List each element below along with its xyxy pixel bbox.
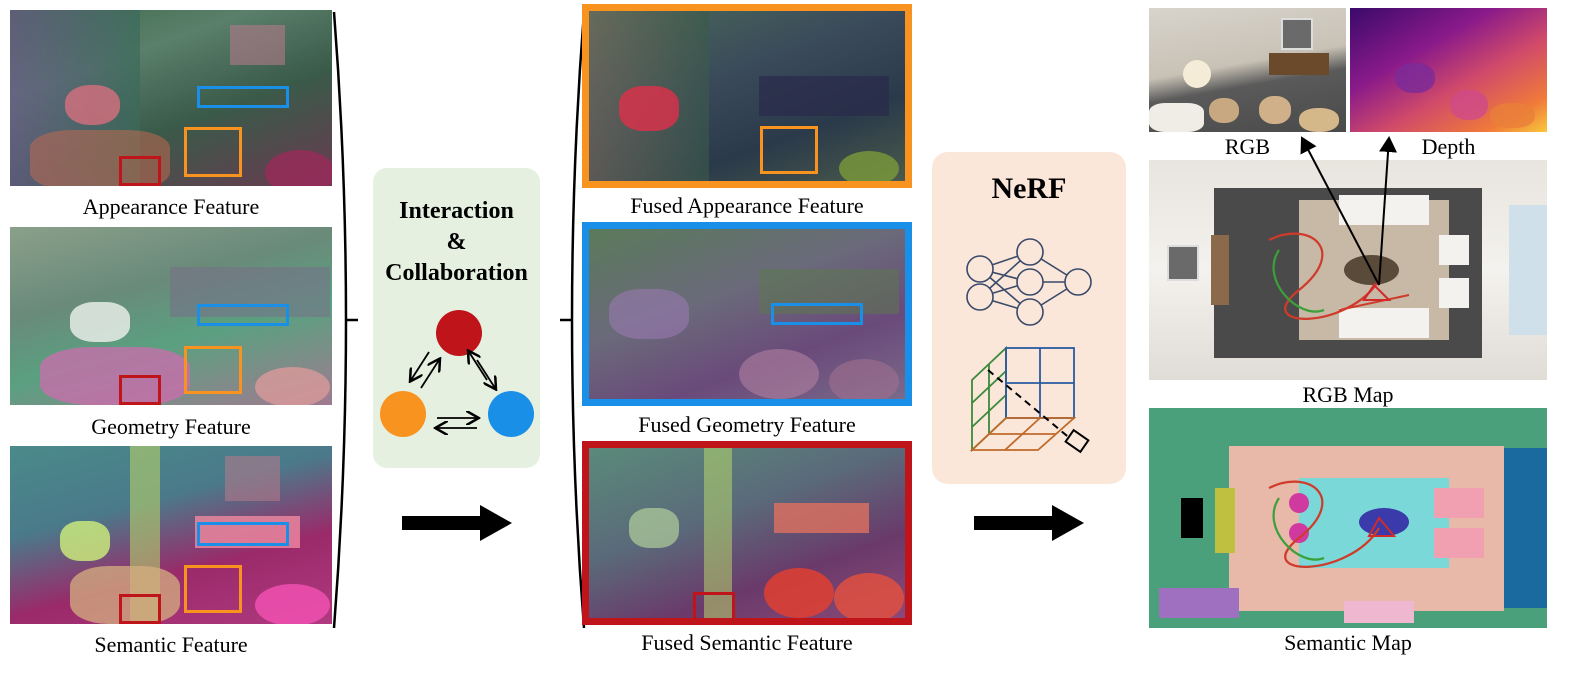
fused-group-bracket: [560, 11, 586, 629]
semantic-node: [436, 310, 482, 356]
geometry-geometry-roi: [197, 304, 289, 326]
depth-render-image: [1350, 8, 1547, 132]
flow-arrow-2: [974, 505, 1084, 541]
render-arrows: [1300, 136, 1398, 286]
semantic-appearance-roi: [184, 565, 242, 613]
interaction-title-line3: Collaboration: [385, 260, 528, 286]
rgb-map-caption: RGB Map: [1302, 382, 1394, 407]
semantic-map-caption: Semantic Map: [1284, 630, 1412, 655]
fused-geometry-roi: [771, 303, 863, 325]
left-group-bracket: [332, 11, 358, 629]
appearance-semantic-roi: [119, 156, 161, 186]
geometry-semantic-roi: [119, 375, 161, 405]
interaction-title-line2: &: [446, 229, 467, 255]
nerf-title: NeRF: [991, 172, 1067, 205]
voxel-grid-icon: [969, 345, 1090, 454]
semantic-map-image: [1149, 408, 1547, 628]
fused-semantic-caption: Fused Semantic Feature: [641, 630, 853, 655]
interaction-graph: [380, 310, 534, 437]
appearance-feature-caption: Appearance Feature: [82, 194, 260, 219]
fused-geometry-frame: [582, 222, 912, 406]
fused-geometry-caption: Fused Geometry Feature: [638, 412, 856, 437]
fused-appearance-roi: [760, 126, 818, 174]
neural-network-icon: [966, 238, 1092, 326]
semantic-semantic-roi: [119, 594, 161, 624]
geometry-appearance-roi: [184, 346, 242, 394]
geometry-node: [488, 391, 534, 437]
rgb-render-image: [1149, 8, 1346, 132]
flow-arrow-1: [402, 505, 512, 541]
depth-caption: Depth: [1421, 134, 1476, 159]
fused-semantic-roi: [693, 592, 735, 622]
appearance-node: [380, 391, 426, 437]
fused-appearance-caption: Fused Appearance Feature: [630, 193, 864, 218]
fused-appearance-frame: [582, 4, 912, 188]
appearance-geometry-roi: [197, 86, 289, 108]
geometry-feature-image: [10, 227, 332, 405]
interaction-title-line1: Interaction: [399, 198, 514, 224]
geometry-feature-caption: Geometry Feature: [91, 414, 251, 439]
appearance-appearance-roi: [184, 127, 242, 177]
rgb-caption: RGB: [1224, 134, 1271, 159]
semantic-geometry-roi: [197, 522, 289, 546]
semantic-feature-caption: Semantic Feature: [94, 632, 248, 657]
rgb-map-image: [1149, 160, 1547, 380]
fused-semantic-frame: [582, 441, 912, 625]
